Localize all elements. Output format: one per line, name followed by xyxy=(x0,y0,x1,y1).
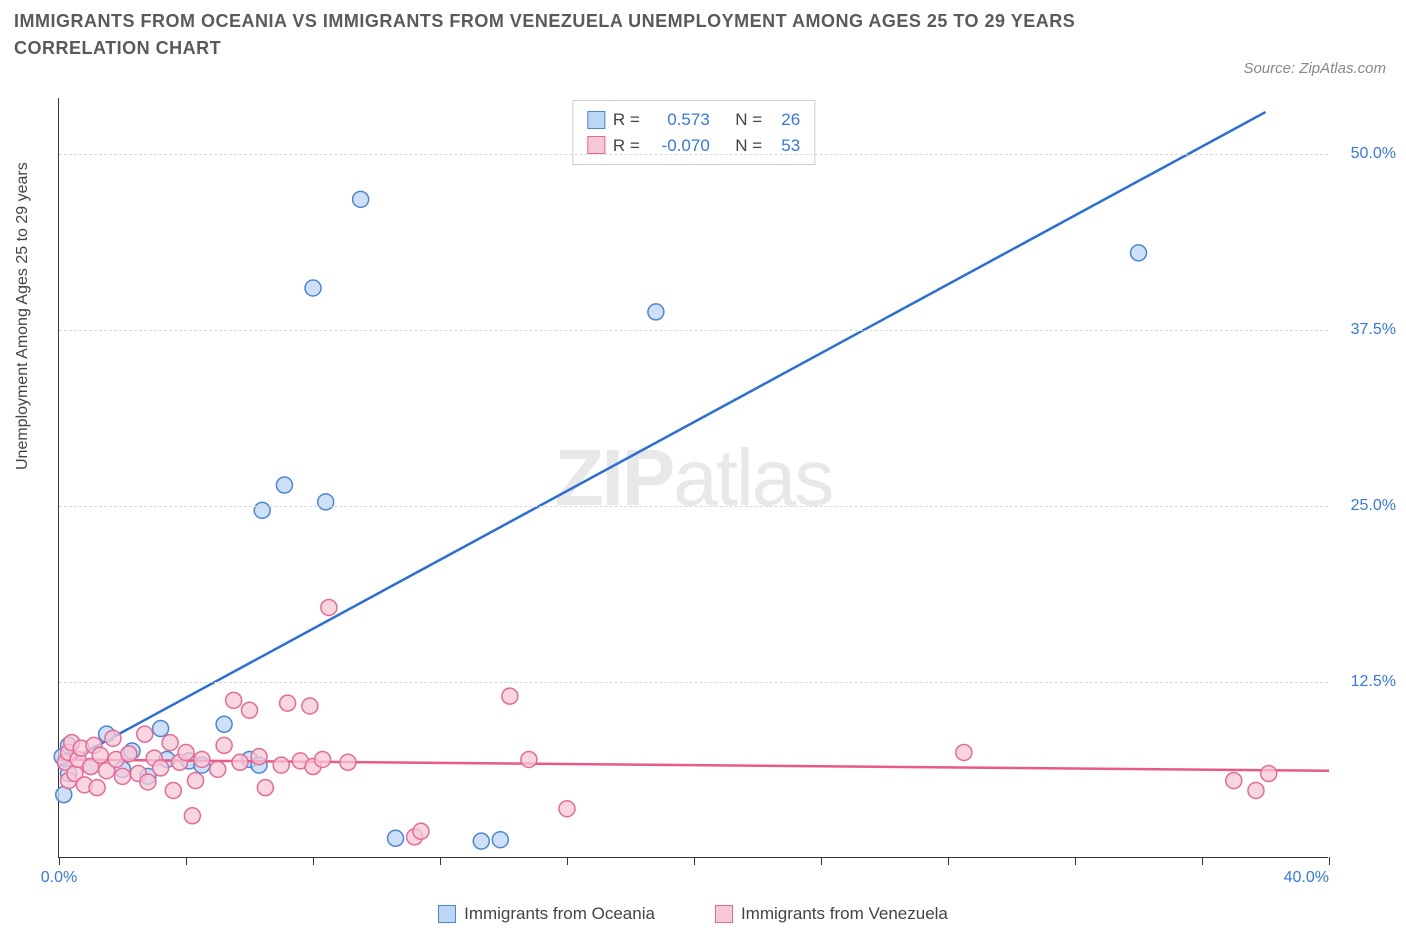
data-point xyxy=(162,735,178,751)
gridline xyxy=(59,682,1328,683)
data-point xyxy=(276,477,292,493)
series-swatch xyxy=(587,111,605,129)
x-tick xyxy=(567,857,568,865)
data-point xyxy=(413,823,429,839)
data-point xyxy=(1226,773,1242,789)
x-tick xyxy=(59,857,60,865)
x-tick xyxy=(948,857,949,865)
chart-title: IMMIGRANTS FROM OCEANIA VS IMMIGRANTS FR… xyxy=(14,8,1164,62)
chart-svg xyxy=(59,98,1328,857)
data-point xyxy=(315,751,331,767)
x-tick xyxy=(440,857,441,865)
data-point xyxy=(89,780,105,796)
legend-item: Immigrants from Venezuela xyxy=(715,904,948,924)
data-point xyxy=(188,773,204,789)
x-tick xyxy=(1202,857,1203,865)
plot-area: ZIPatlas R =0.573 N =26R =-0.070 N =53 1… xyxy=(58,98,1328,858)
y-tick-label: 50.0% xyxy=(1351,145,1396,163)
legend-label: Immigrants from Venezuela xyxy=(741,904,948,924)
data-point xyxy=(1248,782,1264,798)
y-tick-label: 12.5% xyxy=(1351,673,1396,691)
source-attribution: Source: ZipAtlas.com xyxy=(1243,60,1386,77)
data-point xyxy=(105,730,121,746)
data-point xyxy=(232,754,248,770)
series-swatch xyxy=(587,136,605,154)
x-tick xyxy=(821,857,822,865)
gridline xyxy=(59,506,1328,507)
data-point xyxy=(521,751,537,767)
data-point xyxy=(153,760,169,776)
data-point xyxy=(216,737,232,753)
x-tick-label: 0.0% xyxy=(41,869,77,887)
data-point xyxy=(210,761,226,777)
data-point xyxy=(1131,245,1147,261)
data-point xyxy=(321,599,337,615)
regression-line xyxy=(59,112,1266,766)
x-tick xyxy=(694,857,695,865)
data-point xyxy=(559,801,575,817)
data-point xyxy=(388,830,404,846)
stat-r-value: 0.573 xyxy=(648,107,710,133)
x-tick xyxy=(1329,857,1330,865)
data-point xyxy=(140,774,156,790)
data-point xyxy=(254,502,270,518)
stat-n-value: 26 xyxy=(770,107,800,133)
data-point xyxy=(184,808,200,824)
legend-bottom: Immigrants from Oceania Immigrants from V… xyxy=(58,904,1328,924)
stat-r-label: R = xyxy=(613,107,640,133)
data-point xyxy=(340,754,356,770)
stat-n-label: N = xyxy=(735,107,762,133)
stats-row: R = 0.573 N = 26 xyxy=(587,107,800,133)
data-point xyxy=(305,280,321,296)
legend-swatch xyxy=(438,905,456,923)
y-axis-label: Unemployment Among Ages 25 to 29 years xyxy=(14,162,32,470)
data-point xyxy=(216,716,232,732)
x-tick xyxy=(186,857,187,865)
data-point xyxy=(648,304,664,320)
legend-swatch xyxy=(715,905,733,923)
data-point xyxy=(280,695,296,711)
data-point xyxy=(92,747,108,763)
data-point xyxy=(302,698,318,714)
data-point xyxy=(242,702,258,718)
data-point xyxy=(1261,766,1277,782)
data-point xyxy=(121,746,137,762)
data-point xyxy=(153,721,169,737)
data-point xyxy=(492,832,508,848)
data-point xyxy=(273,757,289,773)
legend-label: Immigrants from Oceania xyxy=(464,904,655,924)
x-tick xyxy=(313,857,314,865)
data-point xyxy=(956,744,972,760)
gridline xyxy=(59,330,1328,331)
data-point xyxy=(165,782,181,798)
data-point xyxy=(194,751,210,767)
data-point xyxy=(178,744,194,760)
gridline xyxy=(59,154,1328,155)
x-tick-label: 40.0% xyxy=(1284,869,1329,887)
y-tick-label: 37.5% xyxy=(1351,321,1396,339)
data-point xyxy=(473,833,489,849)
data-point xyxy=(115,768,131,784)
x-tick xyxy=(1075,857,1076,865)
data-point xyxy=(257,780,273,796)
data-point xyxy=(353,191,369,207)
data-point xyxy=(137,726,153,742)
data-point xyxy=(251,749,267,765)
data-point xyxy=(226,692,242,708)
data-point xyxy=(318,494,334,510)
y-tick-label: 25.0% xyxy=(1351,497,1396,515)
data-point xyxy=(502,688,518,704)
legend-item: Immigrants from Oceania xyxy=(438,904,655,924)
